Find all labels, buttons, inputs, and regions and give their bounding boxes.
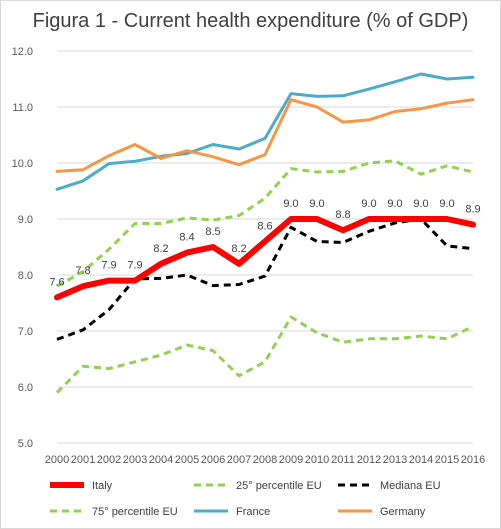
series-line-25-percentile-eu (55, 315, 474, 394)
data-label: 9.0 (283, 198, 298, 210)
y-tick-label: 11.0 (12, 102, 33, 114)
series-line-italy (54, 216, 476, 301)
data-label: 9.0 (413, 198, 428, 210)
data-label: 8.8 (335, 209, 350, 221)
y-tick-label: 12.0 (12, 46, 33, 58)
legend: Italy 25° percentile EU Mediana EU 75° perc… (50, 480, 441, 518)
x-tick-label: 2004 (149, 454, 173, 466)
x-tick-label: 2010 (305, 454, 329, 466)
data-label: 8.4 (179, 232, 194, 244)
x-tick-label: 2007 (227, 454, 251, 466)
x-tick-label: 2006 (201, 454, 225, 466)
x-tick-label: 2005 (175, 454, 199, 466)
y-tick-label: 8.0 (18, 270, 33, 282)
x-tick-label: 2014 (409, 454, 433, 466)
series-line-germany (55, 98, 475, 173)
legend-label: 75° percentile EU (92, 506, 178, 518)
data-label: 9.0 (361, 198, 376, 210)
data-label: 7.9 (127, 260, 142, 272)
x-tick-label: 2008 (253, 454, 277, 466)
legend-label: France (236, 506, 270, 518)
x-tick-label: 2013 (383, 454, 407, 466)
data-label: 8.2 (231, 243, 246, 255)
x-tick-label: 2009 (279, 454, 303, 466)
x-tick-label: 2001 (71, 454, 95, 466)
chart-title: Figura 1 - Current health expenditure (%… (32, 10, 469, 32)
series-line-france (55, 72, 475, 191)
data-label: 8.2 (153, 243, 168, 255)
legend-label: 25° percentile EU (236, 480, 322, 492)
x-tick-label: 2011 (331, 454, 355, 466)
data-label: 8.5 (205, 226, 220, 238)
data-label: 8.9 (465, 204, 480, 216)
legend-label: Italy (92, 480, 113, 492)
x-tick-label: 2016 (461, 454, 485, 466)
x-tick-label: 2002 (97, 454, 121, 466)
y-axis-tick-labels: 5.0 6.0 7.0 8.0 9.0 10.0 11.0 12.0 (12, 46, 33, 450)
x-axis-tick-labels: 2000 2001 2002 2003 2004 2005 2006 2007 2008 2009… (45, 454, 485, 466)
data-label: 9.0 (387, 198, 402, 210)
data-label: 7.8 (75, 265, 90, 277)
y-tick-label: 5.0 (18, 438, 33, 450)
x-tick-label: 2000 (45, 454, 69, 466)
x-tick-label: 2012 (357, 454, 381, 466)
y-tick-label: 7.0 (18, 326, 33, 338)
y-tick-label: 6.0 (18, 382, 33, 394)
y-tick-label: 9.0 (18, 214, 33, 226)
x-tick-label: 2015 (435, 454, 459, 466)
data-label: 9.0 (309, 198, 324, 210)
data-label: 7.6 (49, 276, 64, 288)
data-label: 9.0 (439, 198, 454, 210)
data-label: 8.6 (257, 220, 272, 232)
series-line-75-percentile-eu (56, 159, 474, 288)
legend-label: Germany (380, 506, 426, 518)
y-tick-label: 10.0 (12, 158, 33, 170)
legend-label: Mediana EU (380, 480, 441, 492)
series-lines (54, 72, 476, 394)
x-tick-label: 2003 (123, 454, 147, 466)
data-labels: 7.6 7.8 7.9 7.9 8.2 8.4 8.5 8.2 8.6 9.0 9.0 8.8 9.0 9… (49, 198, 480, 288)
data-label: 7.9 (101, 260, 116, 272)
